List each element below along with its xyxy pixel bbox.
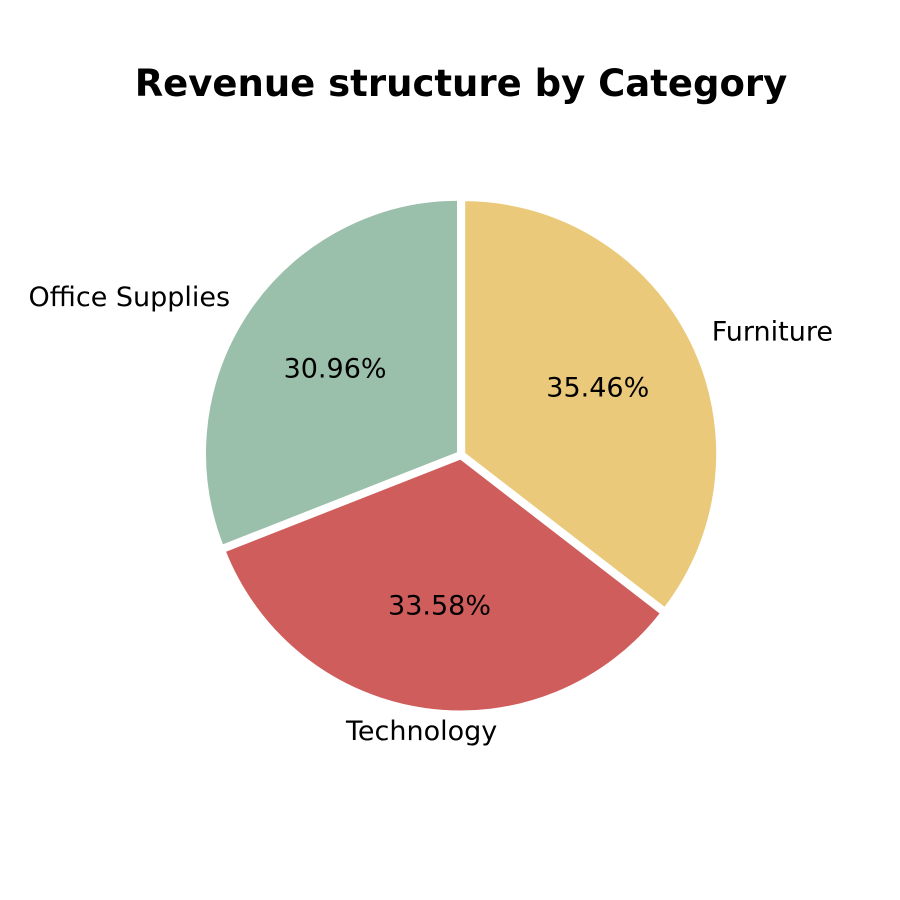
pie-category-label-office-supplies: Office Supplies — [29, 282, 231, 313]
pie-category-label-technology: Technology — [345, 716, 497, 747]
pie-slice-office-supplies — [203, 197, 461, 549]
pie-labels: 35.46% Furniture 33.58% Technology 30.96% Off… — [29, 282, 833, 747]
pie-percent-label-technology: 33.58% — [388, 590, 491, 621]
pie-category-label-furniture: Furniture — [712, 316, 833, 347]
pie-percent-label-furniture: 35.46% — [546, 372, 649, 403]
pie-percent-label-office-supplies: 30.96% — [284, 354, 387, 385]
chart-title: Revenue structure by Category — [134, 62, 788, 105]
pie-slices — [203, 197, 720, 714]
pie-slice-technology — [222, 456, 664, 714]
pie-slice-furniture — [462, 198, 720, 611]
